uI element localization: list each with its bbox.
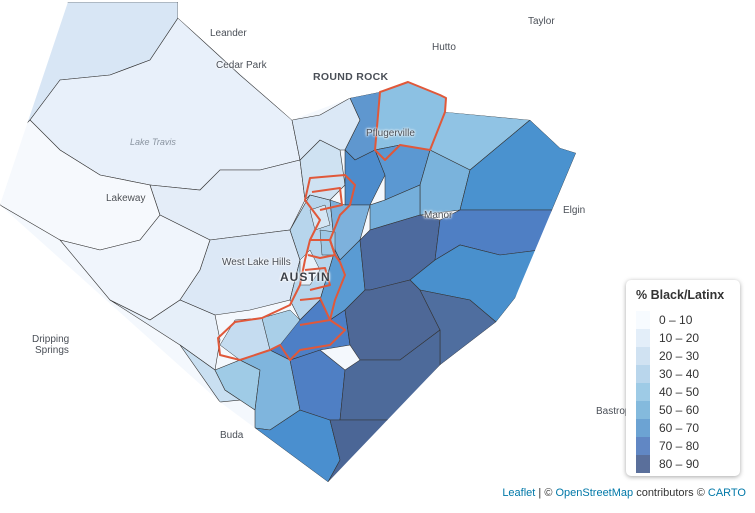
highlight-inner-4[interactable] bbox=[311, 187, 343, 211]
label-elgin: Elgin bbox=[563, 205, 586, 216]
legend-label: 20 – 30 bbox=[659, 349, 700, 363]
label-leander: Leander bbox=[210, 28, 247, 39]
label-dripping-springs-1: Dripping bbox=[32, 334, 70, 345]
legend-swatch bbox=[636, 365, 650, 383]
legend-item: 30 – 40 bbox=[636, 365, 736, 383]
legend-swatch bbox=[636, 347, 650, 365]
highlight-pflugerville[interactable] bbox=[374, 81, 447, 161]
label-lake-travis: Lake Travis bbox=[130, 137, 176, 147]
tract[interactable] bbox=[179, 229, 301, 316]
tract[interactable] bbox=[261, 309, 301, 351]
legend-label: 60 – 70 bbox=[659, 421, 700, 435]
label-lakeway: Lakeway bbox=[106, 193, 146, 204]
legend-label: 70 – 80 bbox=[659, 439, 700, 453]
tract[interactable] bbox=[344, 149, 386, 206]
highlight-central-corridor[interactable] bbox=[217, 174, 356, 361]
legend-item: 20 – 30 bbox=[636, 347, 736, 365]
legend-item: 40 – 50 bbox=[636, 383, 736, 401]
legend-swatch bbox=[636, 455, 650, 473]
tract[interactable] bbox=[419, 289, 497, 366]
leaflet-link[interactable]: Leaflet bbox=[502, 487, 536, 499]
label-dripping-springs-2: Springs bbox=[35, 345, 69, 356]
tract[interactable] bbox=[109, 299, 221, 371]
legend-item: 60 – 70 bbox=[636, 419, 736, 437]
attribution: Leaflet | © OpenStreetMap contributors ©… bbox=[499, 487, 749, 499]
legend-item: 50 – 60 bbox=[636, 401, 736, 419]
legend-item: 80 – 90 bbox=[636, 455, 736, 473]
label-pflugerville: Pflugerville bbox=[366, 128, 415, 139]
legend-title: % Black/Latinx bbox=[636, 288, 725, 302]
label-west-lake-hills: West Lake Hills bbox=[222, 257, 291, 268]
legend-swatch bbox=[636, 329, 650, 347]
highlight-inner-2[interactable] bbox=[304, 267, 331, 291]
label-bastrop: Bastrop bbox=[596, 406, 631, 417]
legend-swatch bbox=[636, 437, 650, 455]
legend-label: 10 – 20 bbox=[659, 331, 700, 345]
label-cedar-park: Cedar Park bbox=[216, 60, 267, 71]
attribution-sep: | © bbox=[535, 487, 556, 499]
label-hutto: Hutto bbox=[432, 42, 456, 53]
tract[interactable] bbox=[309, 204, 331, 231]
legend-swatch bbox=[636, 401, 650, 419]
legend-label: 80 – 90 bbox=[659, 457, 700, 471]
label-manor: Manor bbox=[424, 210, 453, 221]
legend-label: 0 – 10 bbox=[659, 313, 693, 327]
label-taylor: Taylor bbox=[528, 16, 555, 27]
carto-link[interactable]: CARTO bbox=[707, 487, 746, 499]
legend-swatch bbox=[636, 311, 650, 329]
legend-item: 10 – 20 bbox=[636, 329, 736, 347]
attribution-contributors: contributors © bbox=[633, 487, 708, 499]
legend-swatch bbox=[636, 383, 650, 401]
legend-swatch bbox=[636, 419, 650, 437]
highlight-inner-1[interactable] bbox=[307, 239, 336, 259]
legend-label: 50 – 60 bbox=[659, 403, 700, 417]
label-round-rock: ROUND ROCK bbox=[313, 71, 389, 83]
label-austin: AUSTIN bbox=[280, 270, 331, 284]
legend-label: 40 – 50 bbox=[659, 385, 700, 399]
legend-item: 0 – 10 bbox=[636, 311, 736, 329]
label-buda: Buda bbox=[220, 430, 244, 441]
legend-item: 70 – 80 bbox=[636, 437, 736, 455]
tract[interactable] bbox=[419, 149, 471, 216]
osm-link[interactable]: OpenStreetMap bbox=[555, 487, 634, 499]
highlighted-tracts bbox=[217, 81, 447, 361]
legend: % Black/Latinx 0 – 10 10 – 20 20 – 30 30 – … bbox=[626, 280, 740, 476]
legend-label: 30 – 40 bbox=[659, 367, 700, 381]
highlight-inner-3[interactable] bbox=[299, 297, 331, 326]
